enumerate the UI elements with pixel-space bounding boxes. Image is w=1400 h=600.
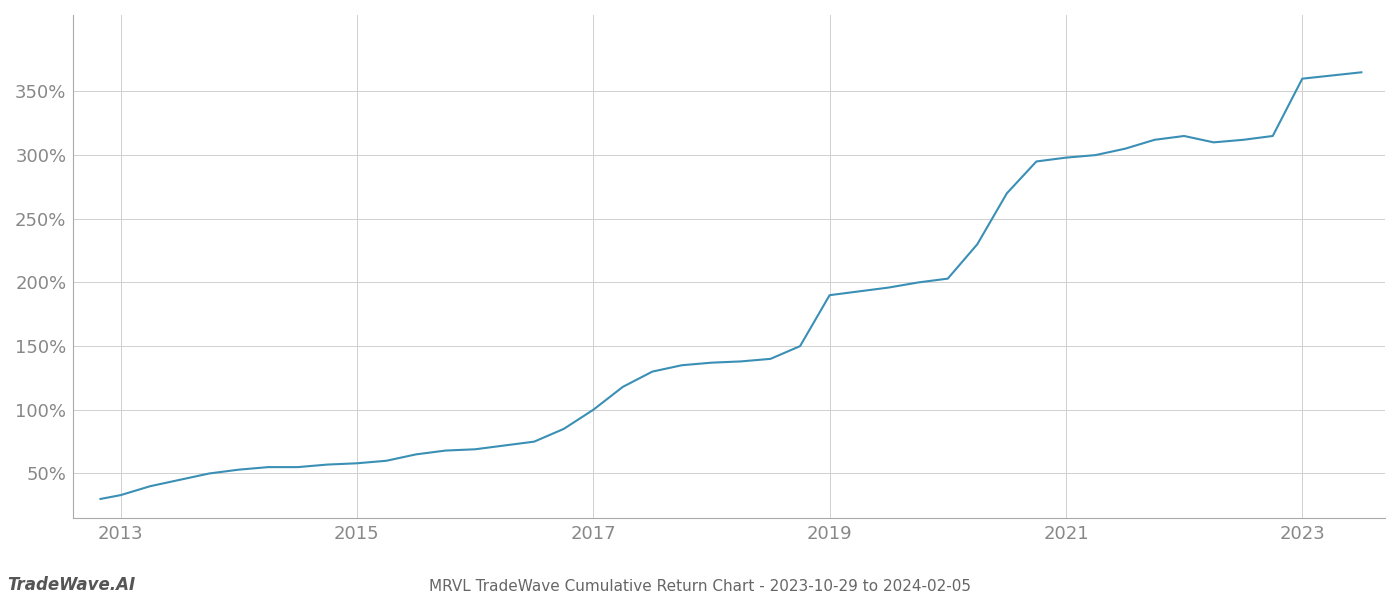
Text: TradeWave.AI: TradeWave.AI: [7, 576, 136, 594]
Text: MRVL TradeWave Cumulative Return Chart - 2023-10-29 to 2024-02-05: MRVL TradeWave Cumulative Return Chart -…: [428, 579, 972, 594]
